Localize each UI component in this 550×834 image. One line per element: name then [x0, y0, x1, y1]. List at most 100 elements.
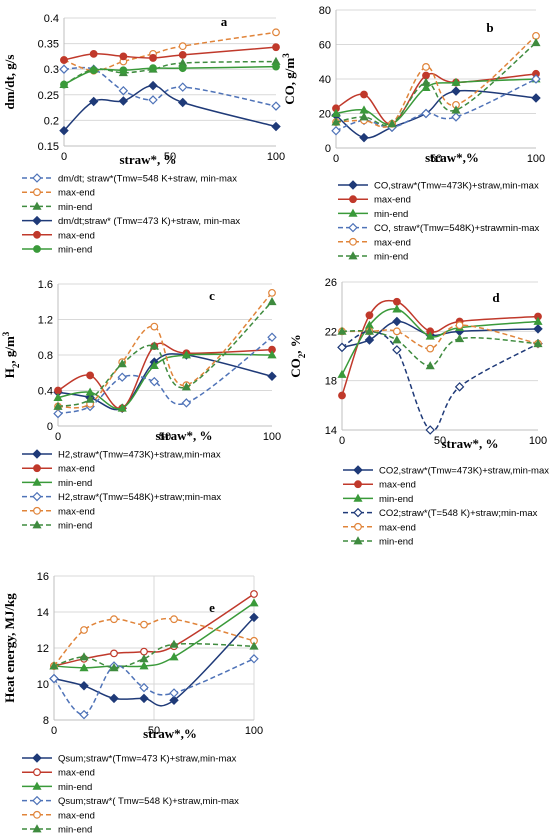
chart-panel-a: 0.15 0.2 0.25 0.3 0.35 0.4 0 50 100 dm/dt, g/s str…	[2, 13, 285, 256]
data-point	[59, 125, 69, 136]
y-tick-label: 1.2	[38, 315, 53, 327]
data-point	[119, 52, 128, 61]
legend-swatch-marker	[33, 464, 41, 473]
x-tick-label: 100	[267, 151, 285, 163]
series-b-5	[331, 38, 541, 128]
data-point	[421, 82, 431, 92]
legend-label: max-end	[379, 522, 416, 533]
legend-label: min-end	[58, 245, 92, 256]
y-tick-label: 40	[319, 74, 331, 86]
panel-letter-label: e	[209, 600, 215, 615]
data-point	[422, 63, 430, 71]
y-axis-label: dm/dt, g/s	[2, 55, 17, 110]
y-tick-label: 60	[319, 40, 331, 52]
legend-swatch-marker	[353, 465, 363, 475]
data-point	[455, 321, 464, 330]
legend-label: CO2;straw*(T=548 K)+straw;min-max	[379, 508, 538, 519]
data-point	[139, 654, 149, 663]
data-point	[249, 612, 259, 623]
legend-item: min-end	[343, 493, 413, 505]
legend-item: max-end	[22, 188, 95, 199]
legend-label: max-end	[58, 506, 95, 517]
legend-item: min-end	[22, 781, 92, 793]
data-point	[531, 74, 541, 84]
data-point	[392, 304, 402, 313]
y-tick-label: 14	[325, 425, 337, 437]
data-point	[60, 80, 68, 89]
data-point	[425, 331, 435, 340]
data-point	[139, 661, 149, 670]
data-point	[139, 693, 149, 704]
data-point	[271, 121, 281, 132]
series-line	[341, 299, 539, 396]
data-point	[421, 77, 431, 86]
panel-letter-label: c	[209, 288, 215, 303]
legend-swatch-marker	[348, 180, 358, 190]
data-point	[118, 96, 129, 106]
data-point	[451, 112, 461, 122]
legend-label: max-end	[374, 237, 411, 248]
data-point	[149, 54, 157, 62]
chart-panel-d: 14 18 22 26 0 50 100 CO2, % straw*, % d CO2,straw*…	[288, 277, 549, 548]
y-tick-label: 0.2	[44, 115, 59, 127]
x-tick-label: 50	[164, 151, 176, 163]
legend-swatch-marker	[349, 237, 357, 246]
legend: dm/dt; straw*(Tmw=548 K+straw, min-max ma…	[22, 173, 240, 256]
data-point	[117, 403, 127, 412]
data-point	[181, 382, 191, 391]
data-point	[337, 369, 347, 378]
legend-item: H2,straw*(Tmw=473K)+straw,min-max	[22, 449, 221, 461]
legend-swatch-marker	[353, 507, 363, 518]
legend-label: dm/dt;straw* (Tmw=473 K)+straw, min-max	[58, 216, 240, 227]
legend-item: max-end	[22, 464, 95, 475]
legend-label: CO2,straw*(Tmw=473K)+straw,min-max	[379, 466, 549, 477]
series-b-3	[331, 74, 541, 136]
legend-swatch-marker	[32, 824, 42, 833]
data-point	[455, 334, 465, 343]
legend-swatch-marker	[349, 195, 357, 204]
data-point	[86, 371, 94, 380]
legend-swatch-marker	[32, 215, 42, 226]
data-point	[148, 80, 158, 91]
data-point	[149, 341, 159, 350]
data-point	[177, 82, 188, 92]
data-point	[149, 64, 157, 73]
legend-swatch-marker	[32, 491, 42, 502]
legend-swatch-marker	[354, 522, 362, 531]
legend: Qsum;straw*(Tmw=473 K)+straw,min-max max-…	[22, 753, 239, 834]
series-a-3	[59, 80, 281, 136]
legend-item: min-end	[22, 520, 92, 532]
data-point	[425, 425, 435, 435]
data-point	[149, 376, 160, 387]
y-tick-label: 0.4	[38, 386, 53, 398]
legend-swatch-marker	[32, 449, 42, 459]
data-point	[150, 322, 159, 331]
data-point	[365, 311, 374, 320]
data-point	[271, 101, 281, 111]
y-tick-label: 0.8	[38, 350, 53, 362]
y-axis-label: CO, g/m3	[281, 53, 297, 105]
legend-swatch-marker	[353, 493, 363, 502]
data-point	[169, 639, 179, 648]
legend-swatch-marker	[32, 781, 42, 790]
data-point	[53, 408, 63, 419]
data-point	[531, 38, 541, 47]
data-point	[169, 695, 179, 705]
legend-swatch-marker	[348, 251, 358, 260]
series-a-5	[60, 62, 280, 89]
data-point	[178, 42, 187, 51]
x-tick-label: 0	[55, 431, 61, 443]
legend-item: dm/dt; straw*(Tmw=548 K+straw, min-max	[22, 173, 237, 185]
series-line	[53, 658, 255, 716]
legend-swatch-marker	[33, 768, 41, 777]
y-tick-label: 0.15	[38, 141, 59, 153]
data-point	[359, 132, 369, 143]
data-point	[426, 344, 435, 353]
legend-label: dm/dt; straw*(Tmw=548 K+straw, min-max	[58, 174, 237, 185]
data-point	[272, 28, 280, 37]
data-point	[272, 62, 280, 71]
legend-label: min-end	[379, 537, 413, 548]
data-point	[359, 112, 369, 121]
y-tick-label: 80	[319, 5, 331, 17]
data-point	[119, 66, 128, 75]
